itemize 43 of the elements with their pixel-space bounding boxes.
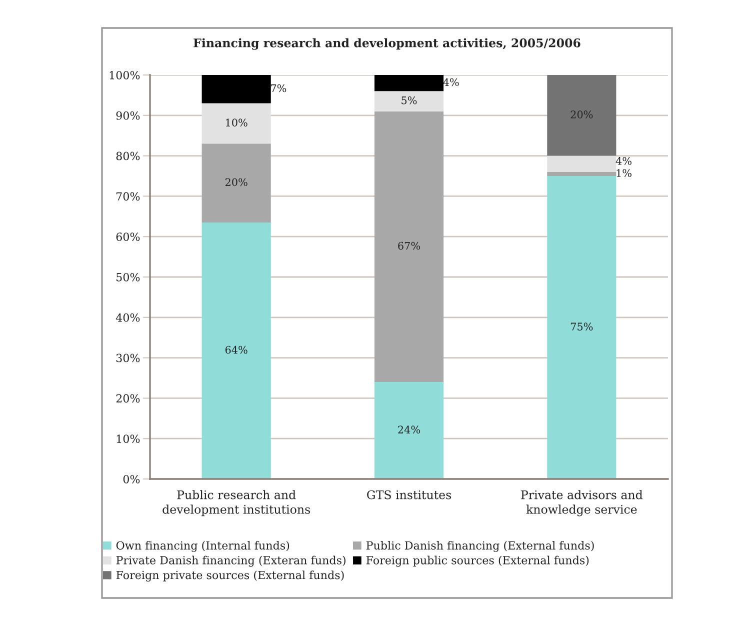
x-tick-label: GTS institutes [367,490,452,500]
bar [547,172,616,176]
data-label: 67% [398,242,420,250]
legend-label: Private Danish financing (Exteran funds) [116,556,346,567]
legend-label: Foreign private sources (External funds) [116,570,344,582]
bar [202,103,271,144]
bar [202,75,271,104]
legend-label: Own financing (Internal funds) [116,541,290,552]
data-label: 24% [398,426,420,434]
data-label: 20% [570,110,593,118]
x-tick-label: Private advisors and knowledge service [521,490,643,516]
data-label: 4% [616,157,632,165]
bar [547,75,616,156]
data-label: 1% [616,169,632,177]
data-label: 7% [271,84,286,92]
y-tick-label: 20% [116,394,140,403]
y-tick-label: 0% [123,474,140,484]
data-label: 64% [225,346,248,354]
bar [547,156,616,172]
legend-label: Public Danish financing (External funds) [366,541,594,552]
y-tick-label: 80% [116,152,140,160]
bar [202,222,271,479]
y-tick-label: 30% [116,354,140,362]
bar [374,382,444,479]
data-label: 10% [226,118,248,126]
bar [547,176,616,479]
data-label: 20% [225,178,248,186]
y-tick-label: 90% [116,111,140,120]
y-tick-label: 50% [116,272,140,282]
chart-title: Financing research and development activities, 2005/2006 [194,38,580,50]
data-label: 75% [570,322,593,331]
legend-label: Foreign public sources (External funds) [366,556,589,567]
y-tick-label: 10% [116,434,140,443]
bar [202,144,271,222]
bar [374,75,444,92]
bar [374,111,444,382]
data-label: 5% [402,96,417,104]
y-tick-label: 70% [116,192,140,201]
y-tick-label: 60% [116,232,140,241]
x-tick-label: Public research and development institutions [162,490,310,516]
y-tick-label: 100% [110,70,140,80]
y-tick-label: 40% [116,313,140,322]
bar [374,91,444,112]
